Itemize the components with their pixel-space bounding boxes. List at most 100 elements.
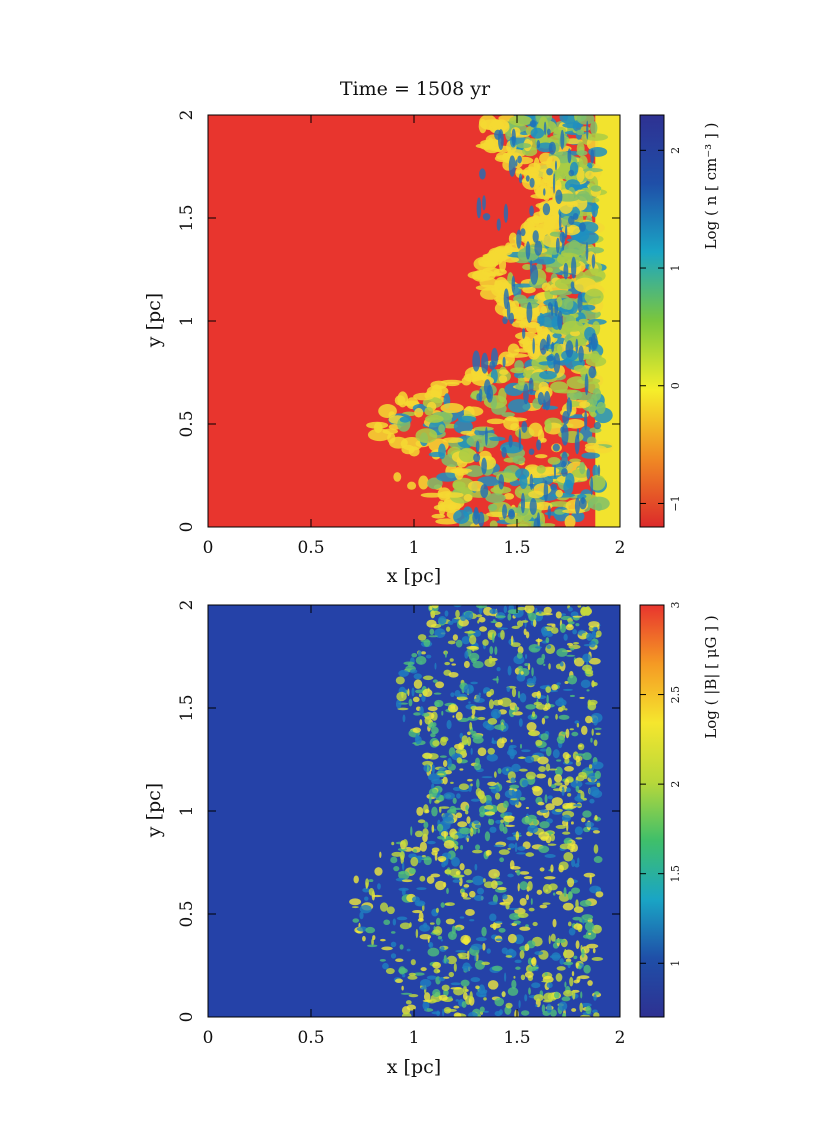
heatmap-cell	[426, 385, 449, 398]
heatmap-cell	[472, 736, 484, 744]
heatmap-cell	[554, 300, 559, 317]
heatmap-cell	[519, 321, 528, 329]
heatmap-cell	[411, 687, 415, 697]
heatmap-cell	[595, 732, 601, 736]
heatmap-cell	[581, 948, 585, 958]
heatmap-cell	[585, 669, 594, 675]
heatmap-cell	[569, 458, 582, 463]
heatmap-cell	[494, 621, 503, 628]
heatmap-cell	[479, 277, 498, 288]
heatmap-cell	[441, 710, 444, 716]
heatmap-cell	[561, 232, 565, 250]
heatmap-cell	[533, 517, 541, 527]
heatmap-cell	[565, 654, 576, 657]
heatmap-cell	[503, 811, 513, 816]
heatmap-cell	[398, 871, 405, 875]
heatmap-cell	[582, 797, 587, 801]
heatmap-cell	[466, 434, 491, 448]
heatmap-cell	[494, 646, 498, 655]
heatmap-cell	[432, 961, 442, 969]
heatmap-cell	[588, 932, 592, 935]
heatmap-cell	[540, 733, 549, 741]
heatmap-cell	[583, 872, 596, 878]
heatmap-cell	[399, 416, 411, 423]
heatmap-cell	[503, 605, 508, 614]
heatmap-cell	[550, 483, 558, 491]
heatmap-cell	[543, 480, 549, 502]
heatmap-cell	[470, 681, 478, 685]
heatmap-cell	[547, 795, 553, 800]
heatmap-cell	[471, 375, 495, 387]
heatmap-cell	[536, 690, 542, 699]
heatmap-cell	[546, 355, 554, 362]
heatmap-cell	[570, 647, 575, 651]
heatmap-cell	[542, 203, 551, 216]
heatmap-cell	[546, 128, 551, 136]
heatmap-cell	[530, 958, 536, 965]
heatmap-cell	[488, 655, 493, 664]
heatmap-cell	[570, 281, 575, 289]
heatmap-cell	[435, 518, 459, 525]
heatmap-cell	[510, 777, 516, 784]
heatmap-cell	[441, 984, 450, 991]
heatmap-cell	[584, 782, 597, 785]
heatmap-cell	[437, 487, 452, 501]
heatmap-cell	[421, 854, 426, 858]
heatmap-cell	[557, 310, 563, 331]
heatmap-cell	[431, 847, 440, 853]
heatmap-cell	[472, 875, 485, 886]
heatmap-cell	[435, 681, 445, 689]
heatmap-cell	[450, 781, 454, 784]
heatmap-cell	[431, 778, 443, 785]
heatmap-cell	[508, 745, 514, 755]
heatmap-cell	[467, 736, 472, 747]
magnetic-x-axis: 0 0.5 1 1.5 2	[203, 605, 625, 1048]
heatmap-cell	[560, 613, 566, 616]
colorbar-tick-label: 0	[669, 382, 682, 389]
heatmap-cell	[398, 967, 408, 974]
heatmap-cell	[542, 884, 552, 894]
heatmap-cell	[413, 392, 435, 401]
heatmap-cell	[584, 821, 595, 828]
heatmap-cell	[446, 887, 449, 895]
heatmap-cell	[532, 619, 537, 628]
heatmap-cell	[543, 121, 547, 136]
heatmap-cell	[590, 333, 598, 350]
heatmap-cell	[552, 173, 556, 194]
heatmap-cell	[423, 992, 431, 1002]
heatmap-cell	[526, 302, 533, 323]
heatmap-cell	[553, 464, 556, 479]
heatmap-cell	[423, 922, 428, 929]
heatmap-cell	[510, 635, 514, 645]
heatmap-cell	[566, 787, 571, 793]
heatmap-cell	[593, 1012, 600, 1017]
heatmap-cell	[585, 242, 589, 262]
heatmap-cell	[541, 627, 548, 638]
heatmap-cell	[482, 213, 491, 221]
heatmap-cell	[545, 835, 552, 844]
heatmap-cell	[536, 439, 542, 451]
heatmap-cell	[476, 614, 483, 618]
heatmap-cell	[526, 722, 537, 732]
heatmap-cell	[528, 377, 534, 395]
heatmap-cell	[502, 316, 508, 325]
heatmap-cell	[463, 494, 473, 502]
heatmap-cell	[479, 168, 486, 180]
heatmap-cell	[509, 115, 533, 126]
heatmap-cell	[440, 830, 449, 837]
heatmap-cell	[528, 643, 541, 653]
heatmap-cell	[514, 959, 522, 964]
heatmap-cell	[517, 155, 522, 164]
heatmap-cell	[521, 816, 533, 825]
heatmap-cell	[506, 768, 509, 772]
heatmap-cell	[349, 898, 362, 906]
heatmap-cell	[420, 986, 428, 990]
heatmap-cell	[467, 270, 491, 280]
heatmap-cell	[478, 994, 487, 997]
heatmap-cell	[484, 831, 491, 842]
heatmap-cell	[458, 956, 469, 960]
heatmap-cell	[395, 978, 403, 984]
heatmap-cell	[464, 650, 469, 659]
heatmap-cell	[403, 846, 413, 852]
